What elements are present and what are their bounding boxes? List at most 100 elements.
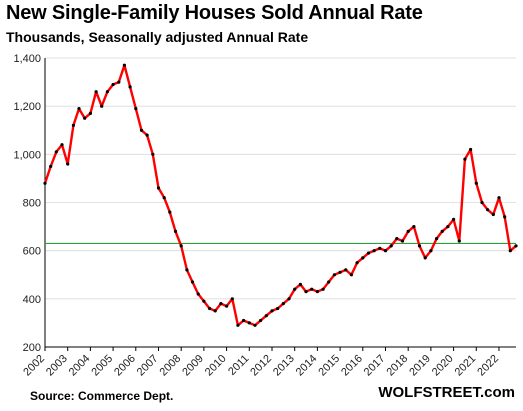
data-point bbox=[88, 111, 92, 115]
data-point bbox=[225, 304, 229, 308]
data-point bbox=[71, 123, 75, 127]
gridlines bbox=[45, 57, 516, 348]
data-point bbox=[49, 164, 53, 168]
data-point bbox=[156, 186, 161, 190]
data-point bbox=[213, 309, 217, 313]
data-point bbox=[122, 63, 126, 67]
data-point bbox=[463, 157, 467, 161]
data-point bbox=[253, 323, 257, 327]
data-point bbox=[423, 256, 427, 260]
chart-subtitle: Thousands, Seasonally adjusted Annual Ra… bbox=[6, 29, 309, 45]
data-point bbox=[457, 239, 461, 243]
x-tick-label: 2002 bbox=[21, 353, 47, 379]
x-tick-label: 2018 bbox=[385, 353, 411, 379]
data-point bbox=[435, 237, 439, 241]
data-point bbox=[383, 249, 388, 253]
data-point bbox=[321, 287, 325, 291]
data-point bbox=[270, 309, 274, 313]
data-point bbox=[332, 273, 336, 277]
brand-label: WOLFSTREET.com bbox=[378, 384, 515, 401]
data-point bbox=[43, 181, 47, 185]
y-tick-label: 400 bbox=[23, 294, 41, 306]
data-point bbox=[66, 162, 70, 166]
data-point bbox=[100, 104, 104, 108]
data-point bbox=[480, 200, 484, 205]
y-tick-label: 1,200 bbox=[13, 101, 41, 113]
y-tick-label: 800 bbox=[23, 198, 41, 210]
x-tick-label: 2021 bbox=[453, 353, 479, 379]
data-point bbox=[54, 150, 58, 154]
x-tick-label: 2012 bbox=[248, 353, 274, 379]
x-tick-label: 2017 bbox=[362, 353, 388, 379]
source-label: Source: Commerce Dept. bbox=[30, 389, 174, 403]
data-point bbox=[361, 256, 365, 260]
x-tick-label: 2004 bbox=[67, 353, 93, 379]
data-point bbox=[134, 107, 138, 111]
series-line bbox=[43, 63, 517, 327]
x-tick-label: 2008 bbox=[158, 353, 184, 379]
data-point bbox=[185, 268, 189, 272]
y-tick-label: 1,000 bbox=[13, 149, 41, 161]
x-tick-label: 2016 bbox=[339, 353, 365, 379]
data-point bbox=[190, 280, 195, 284]
data-point bbox=[202, 299, 206, 303]
data-point bbox=[281, 302, 285, 306]
x-tick-label: 2013 bbox=[271, 353, 297, 379]
series-layer bbox=[43, 63, 517, 327]
data-point bbox=[344, 268, 348, 272]
data-point bbox=[111, 82, 115, 87]
data-point bbox=[236, 323, 240, 327]
data-point bbox=[514, 244, 518, 248]
y-tick-label: 200 bbox=[23, 342, 41, 354]
data-point bbox=[105, 90, 109, 94]
data-point bbox=[497, 196, 501, 200]
data-point bbox=[372, 249, 376, 253]
data-point bbox=[168, 210, 172, 214]
data-point bbox=[60, 143, 64, 147]
data-point bbox=[304, 290, 308, 294]
data-point bbox=[406, 229, 410, 233]
data-point bbox=[417, 244, 422, 248]
data-point bbox=[452, 217, 456, 221]
x-tick-label: 2020 bbox=[430, 353, 456, 379]
data-point bbox=[83, 116, 87, 120]
x-tick-label: 2006 bbox=[112, 353, 138, 379]
x-tick-label: 2003 bbox=[44, 353, 70, 379]
data-point bbox=[219, 302, 223, 306]
data-point bbox=[151, 152, 155, 156]
x-tick-label: 2011 bbox=[226, 353, 251, 378]
x-tick-label: 2007 bbox=[135, 353, 161, 379]
data-point bbox=[298, 282, 302, 286]
y-tick-labels: 200 400 600 800 1,000 1,200 1,400 bbox=[13, 53, 41, 354]
data-point bbox=[276, 306, 280, 311]
data-point bbox=[145, 133, 149, 137]
data-point bbox=[77, 107, 81, 111]
data-point bbox=[486, 208, 490, 212]
data-point bbox=[196, 292, 200, 296]
data-point bbox=[503, 215, 507, 219]
data-point bbox=[327, 280, 331, 284]
data-point bbox=[474, 181, 478, 185]
data-point bbox=[389, 244, 393, 248]
axes bbox=[44, 58, 516, 351]
data-point bbox=[491, 212, 495, 217]
data-point bbox=[173, 229, 178, 233]
data-point bbox=[139, 128, 144, 132]
data-point bbox=[338, 270, 342, 274]
data-point bbox=[508, 249, 512, 253]
data-point bbox=[117, 80, 121, 84]
data-point bbox=[400, 239, 405, 243]
data-point bbox=[310, 287, 314, 291]
data-point bbox=[208, 306, 212, 311]
x-tick-label: 2014 bbox=[294, 353, 320, 379]
x-tick-label: 2005 bbox=[89, 353, 115, 379]
x-tick-labels: 2002200320042005200620072008200920102011… bbox=[21, 353, 501, 379]
data-point bbox=[412, 225, 416, 229]
x-tick-label: 2009 bbox=[180, 353, 206, 379]
data-point bbox=[242, 318, 246, 323]
x-tick-label: 2019 bbox=[407, 353, 433, 379]
y-tick-label: 600 bbox=[23, 246, 41, 258]
data-point bbox=[94, 90, 98, 94]
x-tick-label: 2015 bbox=[316, 353, 342, 379]
